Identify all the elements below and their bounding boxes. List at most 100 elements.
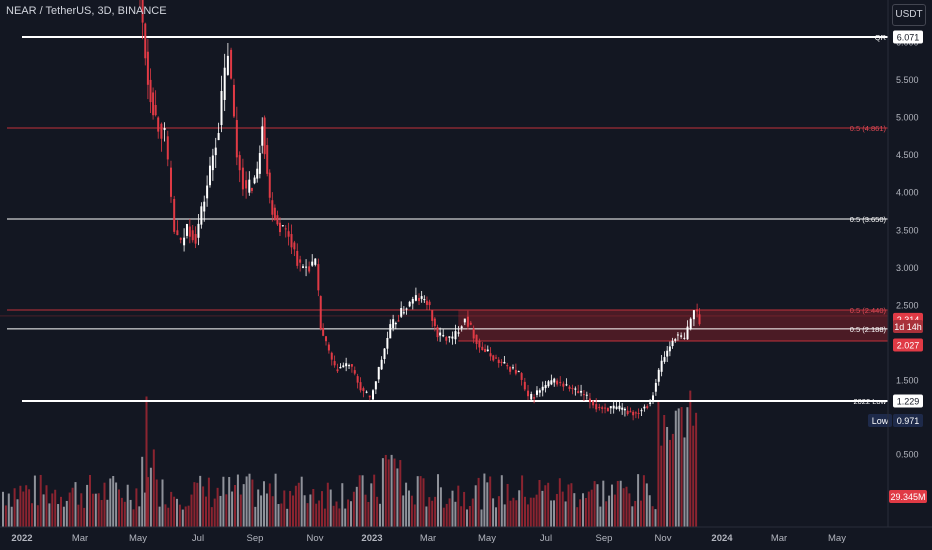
volume-bar	[660, 445, 663, 527]
candle-body	[317, 264, 320, 291]
candle-body	[520, 373, 523, 380]
volume-bar	[71, 487, 74, 527]
volume-bar	[593, 481, 596, 527]
candle-body	[342, 365, 345, 368]
volume-bar	[332, 505, 335, 527]
price-axis-bg	[888, 0, 932, 527]
volume-bar	[155, 479, 158, 527]
price-badge-zone-bg	[893, 338, 923, 352]
candle-body	[457, 332, 460, 334]
price-badge-countdown-bg	[893, 320, 923, 334]
currency-button[interactable]: USDT	[892, 4, 926, 26]
candle-body	[359, 382, 362, 391]
candle-body	[226, 55, 229, 75]
candle-body	[253, 177, 256, 184]
candles	[139, 0, 701, 421]
candle-body	[663, 357, 666, 362]
candle-body	[660, 360, 663, 372]
candle-body	[232, 84, 235, 117]
candle-body	[238, 155, 241, 171]
candle-body	[595, 404, 598, 410]
volume-bar	[4, 505, 7, 527]
candle-body	[353, 370, 356, 374]
time-tick-label: May	[828, 533, 846, 544]
volume-bar	[677, 408, 680, 527]
volume-bar	[257, 489, 260, 527]
candle-body	[273, 207, 276, 221]
volume-bar	[544, 485, 547, 527]
low-label: Low	[872, 416, 889, 426]
volume-bar	[396, 468, 399, 527]
volume-bar	[62, 506, 65, 527]
price-badge-zone: 2.027	[897, 341, 920, 351]
volume-bar	[669, 439, 671, 527]
volume-bar	[149, 467, 152, 527]
candle-body	[348, 365, 351, 367]
volume-bar	[434, 496, 437, 527]
volume-bar	[242, 484, 245, 527]
candle-body	[637, 412, 640, 414]
volume-bar	[91, 493, 94, 527]
volume-bar	[492, 498, 495, 527]
candle-body	[634, 412, 637, 414]
candle-body	[418, 297, 421, 301]
volume-bar	[263, 481, 265, 527]
candle-body	[183, 237, 186, 246]
candle-body	[397, 320, 400, 322]
volume-bar	[219, 495, 222, 527]
candle-body	[577, 391, 580, 394]
volume-bar	[483, 473, 486, 527]
volume-bar	[515, 500, 518, 527]
volume-bar	[657, 401, 660, 527]
volume-bar	[547, 482, 550, 527]
candle-body	[582, 394, 585, 396]
volume-bar	[83, 507, 86, 527]
volume-bar	[393, 458, 396, 527]
volume-bar	[173, 496, 176, 527]
volume-bar	[500, 475, 503, 527]
volume-bar	[16, 499, 19, 527]
candle-body	[683, 337, 686, 339]
volume-bar	[619, 480, 622, 527]
volume-bar	[176, 498, 178, 527]
volume-bar	[129, 499, 132, 527]
candle-body	[692, 310, 695, 320]
volume-bar	[25, 485, 28, 527]
time-tick-label: Jul	[540, 533, 552, 544]
candle-body	[433, 318, 436, 327]
volume-bar	[207, 477, 210, 527]
volume-bar	[408, 490, 410, 527]
candle-body	[514, 369, 517, 374]
volume-bar	[138, 506, 141, 527]
candle-body	[258, 153, 261, 174]
candle-body	[241, 167, 244, 190]
candle-body	[365, 391, 368, 393]
volume-bar	[228, 477, 231, 527]
volume-bar	[187, 505, 190, 527]
level-lines: QR 0.5 (4.861) 0.5 (3.650) 0.5 (2.440) 0.5 (…	[7, 33, 888, 406]
volume-bar	[474, 485, 477, 527]
time-tick-label: Sep	[596, 533, 613, 544]
volume-bar	[280, 503, 283, 527]
candle-body	[530, 393, 533, 400]
candle-body	[420, 296, 423, 299]
supply-zone	[458, 309, 888, 342]
candle-body	[646, 406, 649, 408]
candle-body	[203, 201, 206, 212]
time-tick-label: Nov	[655, 533, 672, 544]
volume-bar	[422, 478, 425, 527]
volume-bar	[19, 485, 22, 527]
volume-bar	[373, 474, 376, 527]
volume-bar	[553, 500, 555, 527]
candle-body	[356, 376, 359, 383]
volume-badge-bg	[889, 490, 927, 503]
candle-body	[495, 357, 498, 359]
time-tick-label: Mar	[771, 533, 787, 544]
candle-body	[208, 165, 211, 186]
time-tick-label: Mar	[420, 533, 436, 544]
candle-body	[414, 295, 417, 301]
candle-body	[372, 390, 374, 400]
volume-bar	[216, 487, 219, 527]
candle-body	[405, 308, 408, 310]
